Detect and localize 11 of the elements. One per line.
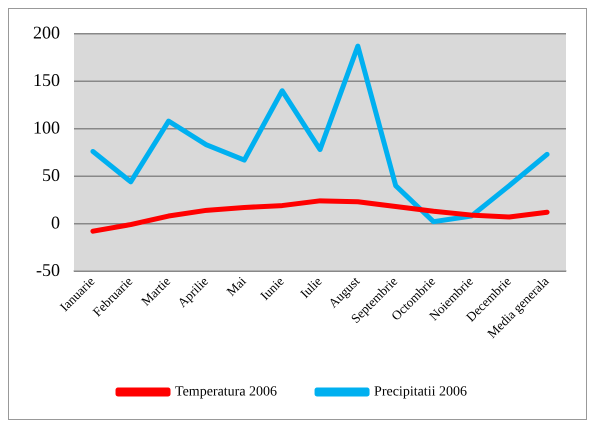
y-tick-label: 0 [51,212,60,232]
y-tick-label: 150 [33,70,60,90]
y-tick-label: 200 [33,22,60,43]
x-tick-label: Mai [223,273,250,299]
x-tick-label: Iulie [297,273,325,301]
legend-label: Temperatura 2006 [175,384,278,400]
x-tick-label: Iunie [257,273,287,304]
y-tick-label: -50 [36,260,60,280]
y-tick-label: 100 [33,117,60,138]
y-tick-label: 50 [42,164,60,185]
legend-label: Precipitatii 2006 [374,384,467,400]
